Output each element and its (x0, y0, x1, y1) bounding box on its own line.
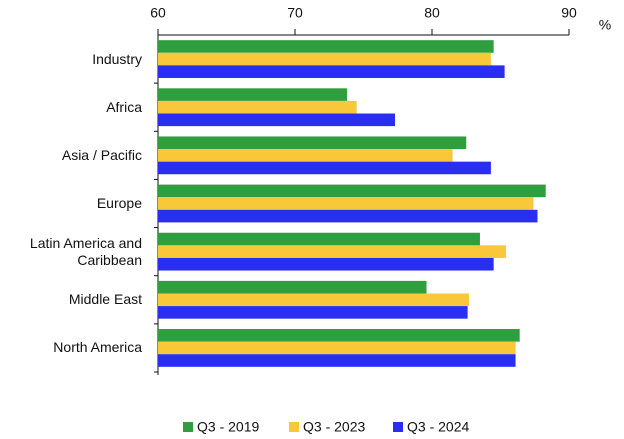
x-tick-label: 60 (150, 5, 166, 21)
legend-label: Q3 - 2023 (303, 419, 365, 435)
bar (158, 232, 480, 246)
y-tick-label: Africa (106, 98, 142, 115)
legend-label: Q3 - 2024 (407, 419, 469, 435)
y-tick-label: Latin America and Caribbean (29, 234, 142, 268)
bar (158, 149, 453, 162)
bar (158, 136, 467, 150)
bar (158, 52, 491, 66)
bar (158, 209, 538, 223)
bar (158, 354, 516, 367)
bar (158, 100, 357, 114)
bar (158, 329, 520, 342)
y-tick-label: Industry (92, 50, 142, 67)
bar (158, 257, 494, 271)
bar (158, 88, 348, 101)
legend-swatch (289, 422, 299, 432)
legend-label: Q3 - 2019 (197, 419, 259, 435)
y-tick-label: North America (53, 339, 142, 356)
y-tick-label: Middle East (68, 291, 142, 308)
legend-swatch (393, 422, 403, 432)
bar (158, 40, 494, 53)
bar (158, 245, 506, 258)
bar (158, 113, 396, 127)
x-tick-label: 70 (287, 5, 303, 21)
bar (158, 161, 491, 175)
x-tick-label: 90 (561, 5, 577, 21)
x-tick-label: 80 (424, 5, 440, 21)
y-tick-label: Asia / Pacific (61, 146, 142, 163)
bar (158, 293, 469, 307)
bar (158, 306, 468, 319)
bar (158, 280, 427, 294)
bar (158, 341, 516, 355)
legend-swatch (183, 422, 193, 432)
bar (158, 65, 505, 78)
bar (158, 184, 546, 198)
bar (158, 197, 534, 210)
y-tick-label: Europe (96, 195, 142, 211)
x-axis-label: % (599, 17, 611, 33)
